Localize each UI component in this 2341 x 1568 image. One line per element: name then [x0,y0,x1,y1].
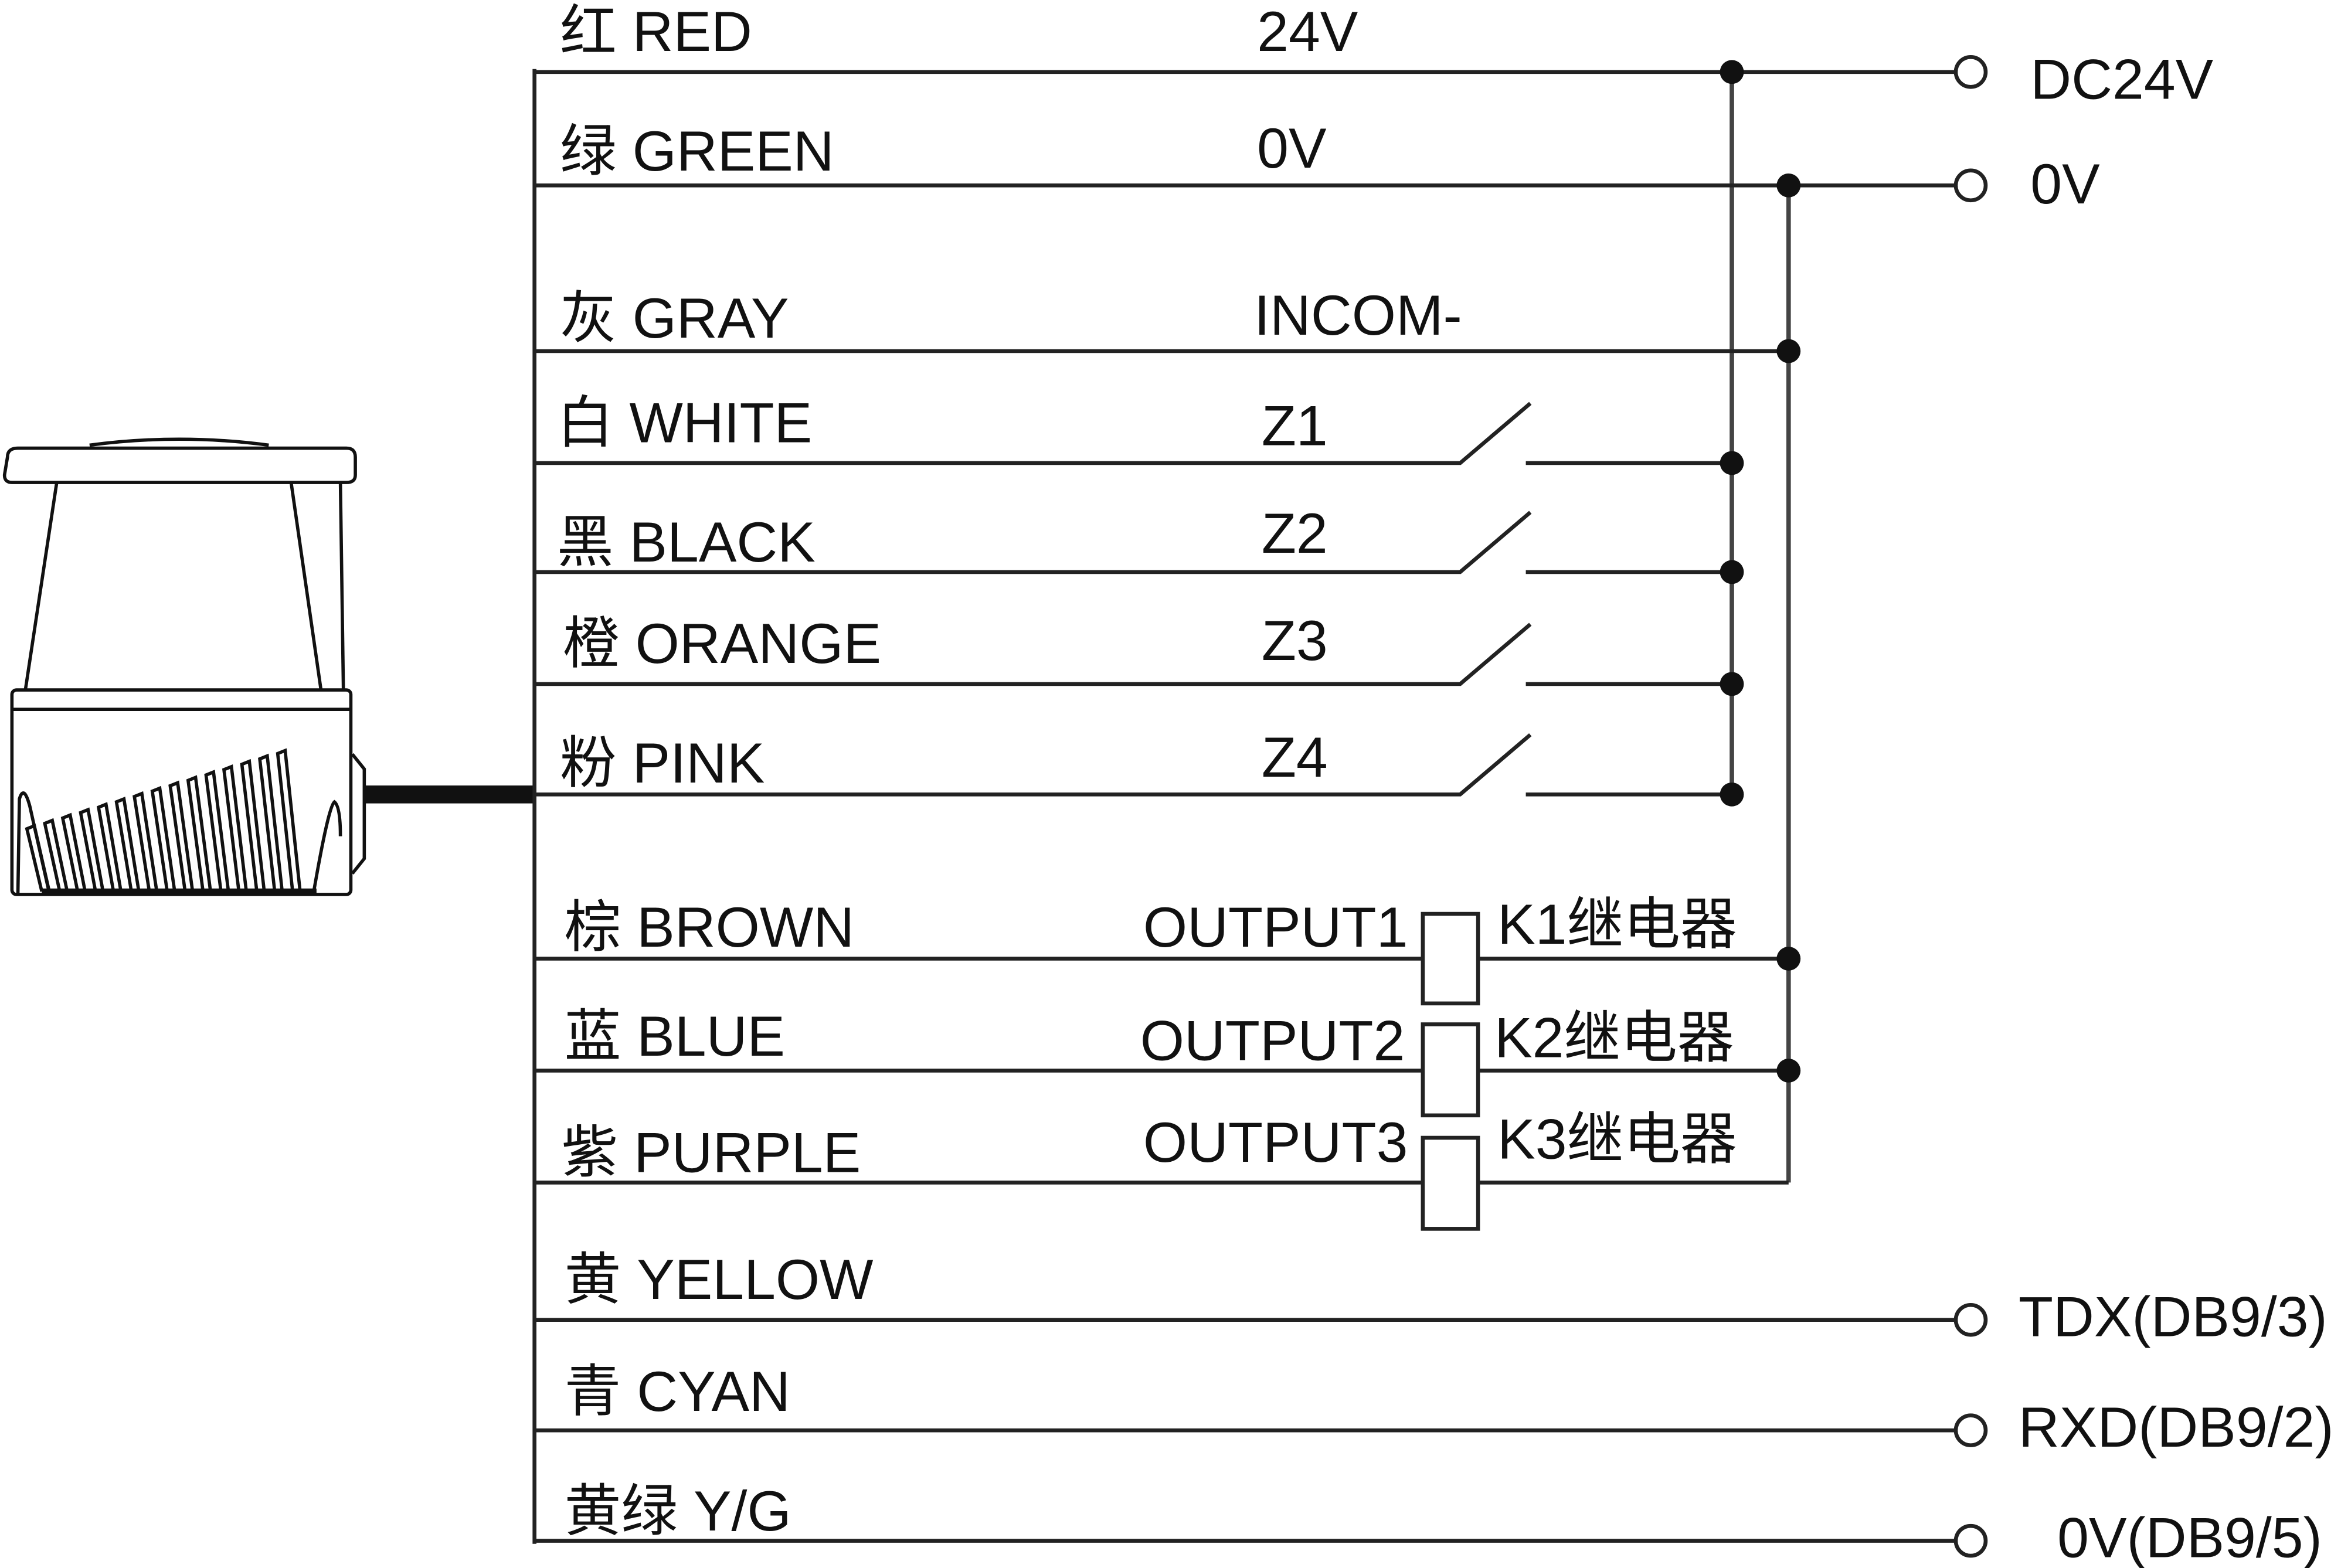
terminal-circle-icon [1953,1413,1988,1447]
wire-yellow-green: 黄绿 Y/G [534,1479,1956,1543]
relay-label: K1继电器 [1497,892,1737,956]
terminal-label: 0V(DB9/5) [2057,1506,2322,1568]
relay-coil-icon [1421,1022,1480,1118]
scanner-fin [60,812,87,892]
scanner-fin [240,759,266,892]
wire-red: 红 RED 24V [534,0,1956,84]
scanner-fin [114,797,141,892]
junction-dot [1720,60,1744,84]
wire-pink: 粉 PINK Z4 [534,725,1744,807]
terminal-circle-icon [1953,55,1988,89]
junction-dot [1720,672,1744,696]
wire-label: 橙 ORANGE [563,611,881,675]
wire-label: 灰 GRAY [560,286,789,350]
wire-label: 红 RED [560,0,752,63]
signal-label: 24V [1257,0,1358,63]
signal-label: Z3 [1262,608,1328,672]
laser-scanner-icon [2,437,366,896]
signal-label: 0V [1257,116,1327,180]
scanner-fin [204,770,230,892]
signal-label: INCOM- [1254,283,1462,347]
scanner-fin [79,807,105,892]
terminal-circle-icon [1953,168,1988,203]
terminal-label: 0V [2030,152,2100,216]
wire-blue: 蓝 BLUE OUTPUT2 K2继电器 [534,1004,1801,1118]
scanner-fin [168,780,195,892]
terminal-label: TDX(DB9/3) [2019,1285,2328,1349]
signal-label: OUTPUT3 [1143,1110,1408,1174]
terminal-rxd: RXD(DB9/2) [1953,1395,2334,1459]
scanner-fin [96,802,123,892]
scanner-fin [25,823,51,892]
wire-label: 黄 YELLOW [565,1247,874,1311]
wire-green: 绿 GREEN 0V [534,116,1956,198]
signal-label: OUTPUT1 [1143,895,1408,959]
wire-white: 白 WHITE Z1 [534,390,1744,475]
signal-label: Z2 [1262,501,1328,565]
junction-dot [1720,451,1744,475]
wire-black: 黑 BLACK Z2 [534,501,1744,584]
scanner-fin [258,753,284,892]
signal-label: Z1 [1262,393,1328,457]
terminal-label: DC24V [2030,47,2213,111]
junction-dot [1720,782,1744,807]
wire-brown: 棕 BROWN OUTPUT1 K1继电器 [534,892,1801,1006]
terminal-tdx: TDX(DB9/3) [1953,1285,2328,1349]
scanner-fin [186,775,212,892]
relay-coil-icon [1421,911,1480,1006]
scanner-fin [43,818,69,892]
terminal-dc24v: DC24V [1953,47,2214,111]
terminal-circle-icon [1953,1523,1988,1558]
signal-label: Z4 [1262,725,1328,789]
terminal-circle-icon [1953,1302,1988,1337]
scanner-fin [276,748,302,892]
junction-dot [1776,173,1801,198]
relay-label: K2继电器 [1494,1006,1734,1070]
cable [365,785,536,804]
wire-label: 棕 BROWN [565,895,854,959]
junction-dot [1776,339,1801,363]
wire-label: 黄绿 Y/G [565,1479,791,1543]
terminal-0v-db9: 0V(DB9/5) [1953,1506,2322,1568]
relay-label: K3继电器 [1497,1107,1737,1171]
relay-coil-icon [1421,1135,1480,1231]
wire-gray: 灰 GRAY INCOM- [534,283,1801,363]
junction-dot [1720,560,1744,584]
wire-label: 紫 PURPLE [562,1121,861,1185]
wire-orange: 橙 ORANGE Z3 [534,608,1744,696]
wire-label: 粉 PINK [560,731,765,795]
wire-label: 青 CYAN [565,1359,790,1423]
wire-label: 绿 GREEN [560,119,834,183]
junction-dot [1776,1059,1801,1083]
wire-yellow: 黄 YELLOW [534,1247,1956,1322]
scanner-fin [132,791,159,892]
wire-purple: 紫 PURPLE OUTPUT3 K3继电器 [534,1107,1789,1231]
wire-label: 白 WHITE [557,390,812,454]
junction-dot [1776,947,1801,971]
signal-label: OUTPUT2 [1140,1009,1405,1073]
terminal-0v: 0V [1953,152,2100,216]
terminal-label: RXD(DB9/2) [2019,1395,2334,1459]
scanner-fin [150,785,176,892]
wire-label: 黑 BLACK [557,510,816,574]
wire-label: 蓝 BLUE [565,1004,785,1068]
scanner-fin [222,764,248,892]
wire-cyan: 青 CYAN [534,1359,1956,1433]
